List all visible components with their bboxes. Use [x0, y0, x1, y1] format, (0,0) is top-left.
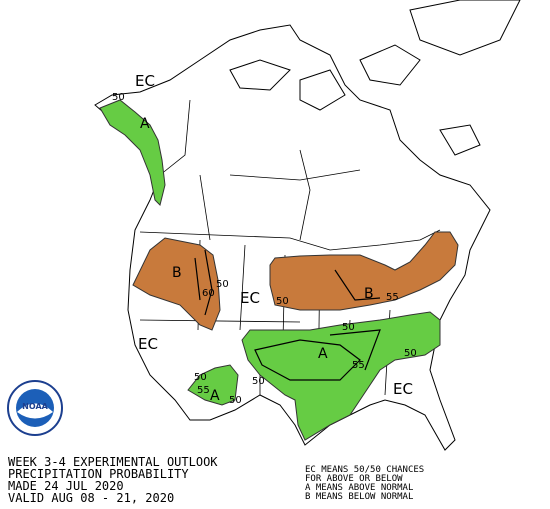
above-normal-region: [99, 99, 166, 206]
below-normal-region: [132, 237, 221, 331]
ec-label: EC: [240, 289, 260, 307]
ec-label: EC: [393, 380, 413, 398]
contour-label: 55: [386, 292, 399, 303]
logo-text: NOAA: [22, 402, 48, 411]
contour-label: 55: [352, 360, 365, 371]
anomaly-label: B: [172, 265, 182, 281]
legend-line: A MEANS ABOVE NORMAL: [305, 483, 413, 493]
footer-line: VALID AUG 08 - 21, 2020: [8, 491, 174, 505]
anomaly-label: B: [364, 286, 374, 302]
above-normal-region: [241, 311, 441, 441]
legend-line: B MEANS BELOW NORMAL: [305, 492, 413, 502]
footer-line: WEEK 3-4 EXPERIMENTAL OUTLOOK: [8, 455, 218, 469]
contour-label: 60: [202, 288, 215, 299]
contours: [194, 249, 381, 381]
anomaly-label: A: [140, 116, 150, 132]
contour-label: 50: [342, 322, 355, 333]
legend-line: FOR ABOVE OR BELOW: [305, 474, 403, 484]
ec-label: EC: [138, 335, 158, 353]
contour-label: 50: [216, 279, 229, 290]
contour-label: 50: [112, 92, 125, 103]
footer-line: PRECIPITATION PROBABILITY: [8, 467, 189, 481]
contour-label: 55: [197, 385, 210, 396]
contour-label: 50: [404, 348, 417, 359]
contour-label: 50: [252, 376, 265, 387]
ec-label: EC: [135, 72, 155, 90]
contour-label: 50: [276, 296, 289, 307]
noaa-logo: NOAA: [7, 380, 63, 436]
anomaly-label: A: [318, 346, 328, 362]
contour-label: 50: [229, 395, 242, 406]
below-normal-region: [269, 231, 459, 311]
above-normal-region: [187, 364, 239, 406]
footer-line: MADE 24 JUL 2020: [8, 479, 124, 493]
anomaly-label: A: [210, 388, 220, 404]
contour-label: 50: [194, 372, 207, 383]
legend-line: EC MEANS 50/50 CHANCES: [305, 465, 424, 475]
islands: [229, 0, 521, 156]
